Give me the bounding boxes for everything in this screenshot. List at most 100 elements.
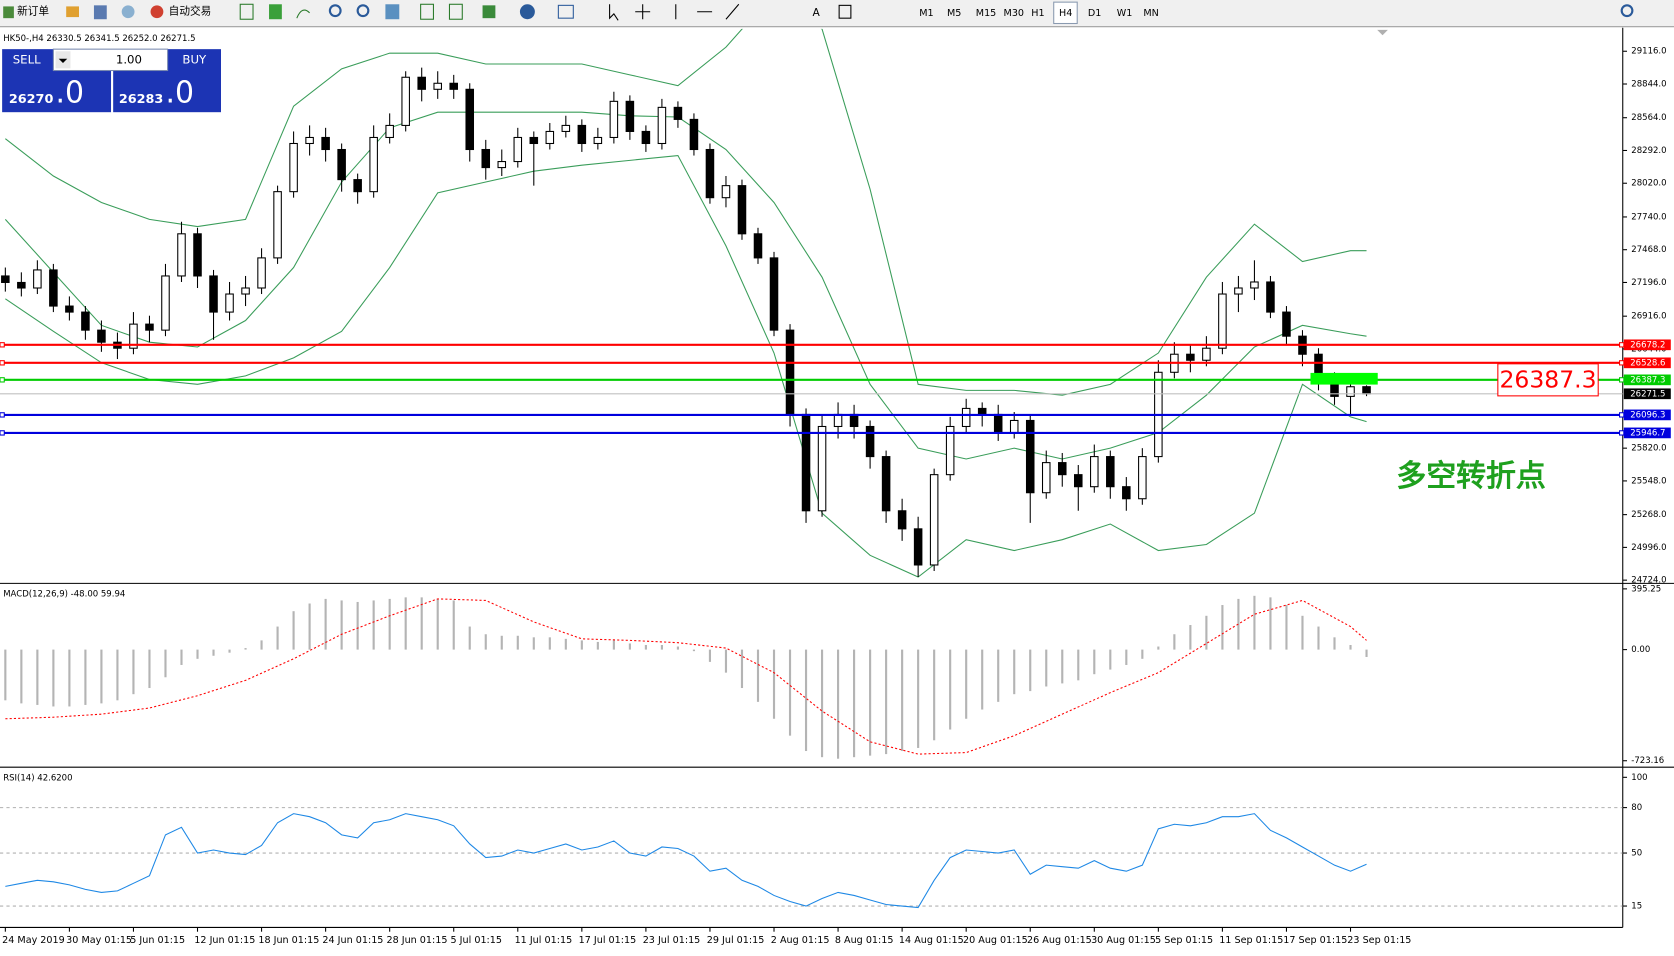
line-price-label: 26096.3 xyxy=(1630,410,1665,420)
candle-body xyxy=(801,413,811,512)
macd-bar xyxy=(997,649,1000,702)
candle-body xyxy=(1202,347,1211,361)
x-tick-label: 17 Jul 01:15 xyxy=(579,935,637,946)
icon xyxy=(269,4,282,20)
macd-bar xyxy=(244,648,247,650)
icon xyxy=(93,5,107,20)
x-tick-label: 29 Jul 01:15 xyxy=(707,935,765,946)
callout-box xyxy=(1497,363,1599,397)
macd-bar xyxy=(420,597,423,650)
timeframe-button[interactable]: M30 xyxy=(1004,8,1025,19)
macd-bar xyxy=(580,640,583,650)
candle-body xyxy=(609,100,619,139)
line-handle xyxy=(1619,430,1625,436)
macd-bar xyxy=(452,600,455,650)
zone xyxy=(1310,372,1378,385)
timeframe-button[interactable]: M1 xyxy=(919,8,933,19)
search-icon[interactable] xyxy=(1620,4,1634,18)
candle-body xyxy=(433,82,442,90)
macd-bar xyxy=(1349,644,1352,650)
sell-label: SELL xyxy=(13,52,41,66)
macd-bar xyxy=(740,649,744,689)
candle-body xyxy=(1362,386,1371,395)
icon xyxy=(385,4,400,20)
timeframe-button[interactable]: W1 xyxy=(1117,8,1133,19)
candle-body xyxy=(657,106,667,145)
macd-bar xyxy=(933,649,936,741)
timeframe-button[interactable]: M15 xyxy=(976,8,997,19)
macd-bar xyxy=(1029,649,1032,692)
icon xyxy=(66,6,80,18)
macd-bar xyxy=(484,634,487,650)
candle-body xyxy=(673,106,683,120)
macd-bar xyxy=(756,649,760,702)
x-tick-label: 23 Sep 01:15 xyxy=(1347,935,1411,946)
macd-bar xyxy=(324,598,327,650)
bid-fraction: .0 xyxy=(56,76,85,111)
pane-title: RSI(14) 42.6200 xyxy=(3,773,72,783)
macd-bar xyxy=(564,638,567,650)
candle-body xyxy=(241,287,250,295)
macd-bar xyxy=(1077,649,1080,681)
signal-line xyxy=(5,598,1367,755)
icon xyxy=(609,4,619,21)
x-tick-label: 2 Aug 01:15 xyxy=(771,935,830,946)
macd-bar xyxy=(1269,597,1272,650)
x-tick-label: 5 Sep 01:15 xyxy=(1155,935,1213,946)
auto-trading-button[interactable]: 自动交易 xyxy=(169,5,212,18)
timeframe-button[interactable]: D1 xyxy=(1088,8,1102,19)
icon xyxy=(635,4,651,20)
y-tick-label: 28292.0 xyxy=(1631,146,1666,156)
x-tick-label: 8 Aug 01:15 xyxy=(835,935,894,946)
x-tick-label: 17 Sep 01:15 xyxy=(1283,935,1347,946)
candle-body xyxy=(177,233,186,277)
macd-bar xyxy=(676,646,679,650)
candle-body xyxy=(1250,281,1259,289)
line-price-box xyxy=(1623,357,1671,369)
macd-pane xyxy=(4,595,1368,759)
y-tick-label: -723.16 xyxy=(1631,756,1664,766)
y-tick-label: 25820.0 xyxy=(1631,444,1666,454)
y-tick-label: 27740.0 xyxy=(1631,212,1666,222)
x-tick-label: 5 Jul 01:15 xyxy=(451,935,502,946)
lots-box[interactable] xyxy=(52,48,169,72)
candle-body xyxy=(913,528,923,566)
candle-body xyxy=(449,82,459,90)
macd-bar xyxy=(965,649,968,719)
macd-bar xyxy=(372,600,375,650)
macd-bar xyxy=(84,649,87,705)
line-price-label: 26387.3 xyxy=(1630,375,1665,385)
y-tick-label: 25268.0 xyxy=(1631,510,1666,520)
candle-body xyxy=(145,323,154,331)
macd-bar xyxy=(532,637,535,650)
candle-body xyxy=(785,329,795,415)
macd-bar xyxy=(1141,649,1144,659)
line-handle xyxy=(0,342,5,348)
macd-bar xyxy=(692,649,696,652)
macd-bar xyxy=(148,649,151,689)
macd-bar xyxy=(196,649,199,659)
macd-bar xyxy=(340,600,343,650)
candle-body xyxy=(689,118,699,151)
candle-body xyxy=(257,257,266,289)
candle-body xyxy=(273,191,282,259)
candle-body xyxy=(65,305,74,313)
active-timeframe xyxy=(1053,1,1078,25)
line-handle xyxy=(1619,412,1625,418)
band-middle xyxy=(4,111,1367,460)
lots-value: 1.00 xyxy=(116,52,142,66)
macd-bar xyxy=(20,649,23,704)
timeframe-button[interactable]: H1 xyxy=(1031,8,1044,19)
timeframe-button[interactable]: MN xyxy=(1143,8,1158,19)
timeframe-button[interactable]: H4 xyxy=(1059,8,1072,19)
timeframe-button[interactable]: M5 xyxy=(947,8,961,19)
candle-body xyxy=(721,185,731,199)
line-price-label: 26678.2 xyxy=(1630,340,1665,350)
new-order-button[interactable]: 新订单 xyxy=(17,5,49,18)
macd-bar xyxy=(100,649,103,704)
candle-body xyxy=(1346,386,1355,397)
x-tick-label: 5 Jun 01:15 xyxy=(130,935,185,946)
text-tool[interactable]: A xyxy=(812,6,820,19)
y-tick-label: 28844.0 xyxy=(1631,80,1666,90)
